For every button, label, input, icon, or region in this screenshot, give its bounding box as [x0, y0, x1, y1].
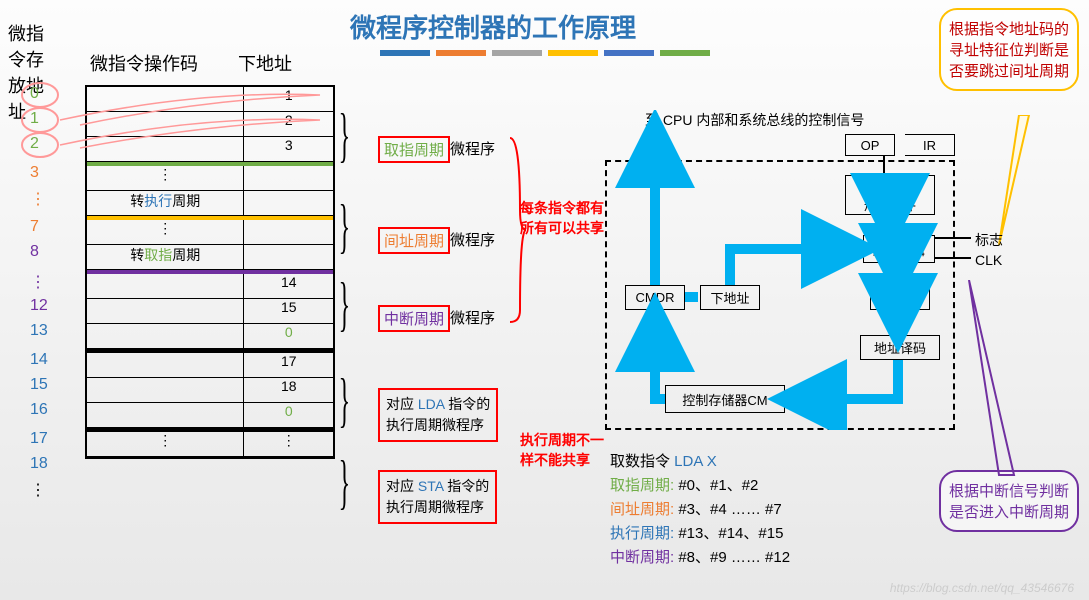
example-line: 间址周期: #3、#4 …… #7 [610, 498, 790, 522]
cycle-suffix: 微程序 [450, 138, 495, 159]
label-clk: CLK [975, 252, 1002, 268]
label-flag: 标志 [975, 230, 1003, 250]
example-line: 执行周期: #13、#14、#15 [610, 522, 790, 546]
annotation-shared: 每条指令都有 所有可以共享 [520, 198, 604, 238]
line-flag [935, 237, 971, 239]
cycle-box: 间址周期 [378, 227, 450, 254]
address-cell: 16 [30, 401, 48, 426]
brace-icon: } [339, 270, 351, 339]
address-cell: 13 [30, 322, 48, 347]
address-cell: 1 [30, 110, 48, 135]
address-cell: ⋮ [30, 480, 48, 505]
bar-1 [436, 50, 486, 56]
address-cell: 0 [30, 85, 48, 110]
color-legend [380, 50, 710, 56]
table-headers: 微指令操作码 下地址 [90, 50, 292, 76]
address-cell: 3 [30, 164, 48, 189]
brace-icon: } [339, 448, 351, 517]
table-row: 1 [87, 87, 333, 112]
table-row: 2 [87, 112, 333, 137]
page-title: 微程序控制器的工作原理 [350, 8, 636, 45]
annotation-notshared: 执行周期不一 样不能共享 [520, 430, 604, 470]
address-cell: 15 [30, 376, 48, 401]
table-row: 转执行周期 [87, 191, 333, 216]
address-cell: 8 [30, 243, 48, 268]
bar-5 [660, 50, 710, 56]
address-cell: 14 [30, 351, 48, 376]
bar-0 [380, 50, 430, 56]
table-row: 0 [87, 324, 333, 349]
address-cell: ⋮ [30, 189, 48, 214]
line-clk [935, 257, 971, 259]
table-row: 15 [87, 299, 333, 324]
box-cm: 控制存储器CM [665, 385, 785, 413]
table-row: ⋮ [87, 166, 333, 191]
brace-icon: } [339, 101, 351, 170]
diagram-caption: 至 CPU 内部和系统总线的控制信号 [645, 110, 864, 130]
cycle-box: 中断周期 [378, 305, 450, 332]
table-row: 18 [87, 378, 333, 403]
bar-3 [548, 50, 598, 56]
address-cell: 7 [30, 218, 48, 243]
box-seq: 顺序逻辑 [863, 235, 935, 263]
table-row: 转取指周期 [87, 245, 333, 270]
header-nextaddr: 下地址 [238, 50, 292, 76]
address-cell: 12 [30, 297, 48, 322]
instruction-example: 取数指令 LDA X 取指周期: #0、#1、#2间址周期: #3、#4 …… … [610, 450, 790, 570]
example-title: 取数指令 LDA X [610, 450, 790, 474]
microinstruction-table: 123⋮转执行周期⋮转取指周期1415017180⋮⋮ [85, 85, 335, 459]
exec-box: 对应 LDA 指令的执行周期微程序 [378, 388, 498, 442]
box-microaddr: 微地址 形成部件 [845, 175, 935, 215]
box-decode: 地址译码 [860, 335, 940, 360]
bar-2 [492, 50, 542, 56]
watermark: https://blog.csdn.net/qq_43546676 [890, 581, 1074, 595]
callout-top: 根据指令地址码的寻址特征位判断是否要跳过间址周期 [939, 8, 1079, 91]
cycle-suffix: 微程序 [450, 229, 495, 250]
table-row: 3 [87, 137, 333, 162]
line-op-microaddr [883, 156, 885, 175]
example-line: 中断周期: #8、#9 …… #12 [610, 546, 790, 570]
table-row: ⋮⋮ [87, 432, 333, 457]
table-row: 0 [87, 403, 333, 428]
box-op: OP [845, 134, 895, 156]
brace-icon: } [339, 366, 351, 435]
example-line: 取指周期: #0、#1、#2 [610, 474, 790, 498]
address-cell: 2 [30, 135, 48, 160]
box-cmdr: CMDR [625, 285, 685, 310]
address-column: 0123⋮78⋮12131415161718⋮ [30, 85, 48, 505]
table-row: 14 [87, 274, 333, 299]
box-cmar: CMAR [870, 285, 930, 310]
cycle-suffix: 微程序 [450, 307, 495, 328]
address-cell: 17 [30, 430, 48, 455]
brace-icon: } [339, 192, 351, 261]
address-cell: 18 [30, 455, 48, 480]
exec-box: 对应 STA 指令的执行周期微程序 [378, 470, 497, 524]
bar-4 [604, 50, 654, 56]
callout-bottom: 根据中断信号判断是否进入中断周期 [939, 470, 1079, 532]
cycle-box: 取指周期 [378, 136, 450, 163]
table-row: ⋮ [87, 220, 333, 245]
table-row: 17 [87, 353, 333, 378]
address-cell: ⋮ [30, 272, 48, 297]
box-ir: IR [905, 134, 955, 156]
box-next: 下地址 [700, 285, 760, 310]
header-opcode: 微指令操作码 [90, 50, 198, 76]
cpu-diagram: 至 CPU 内部和系统总线的控制信号 OP IR 微地址 形成部件 顺序逻辑 C… [605, 110, 1005, 420]
